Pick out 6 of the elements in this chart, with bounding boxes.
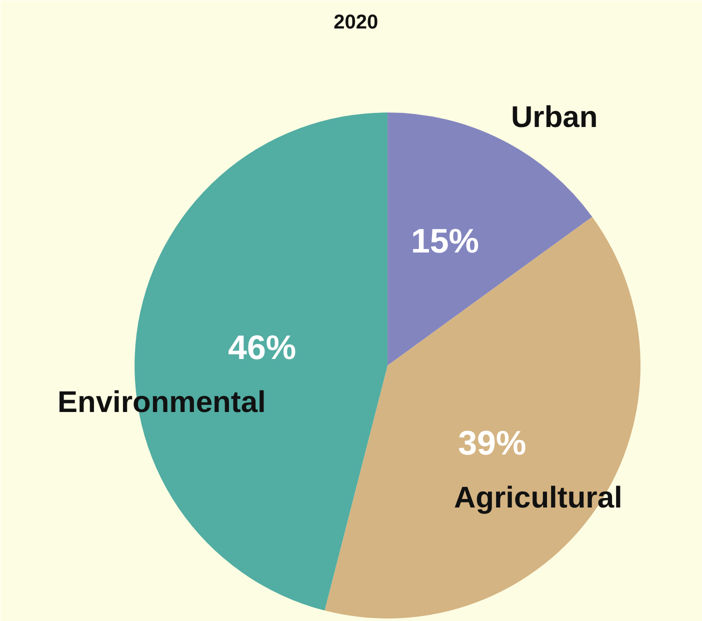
data-label: 46% — [228, 329, 296, 368]
chart-title: 2020 — [334, 11, 378, 34]
slice-label: Agricultural — [454, 482, 622, 515]
data-label: 15% — [410, 222, 480, 261]
data-label: 39% — [458, 424, 526, 463]
slice-label: Urban — [511, 101, 598, 134]
